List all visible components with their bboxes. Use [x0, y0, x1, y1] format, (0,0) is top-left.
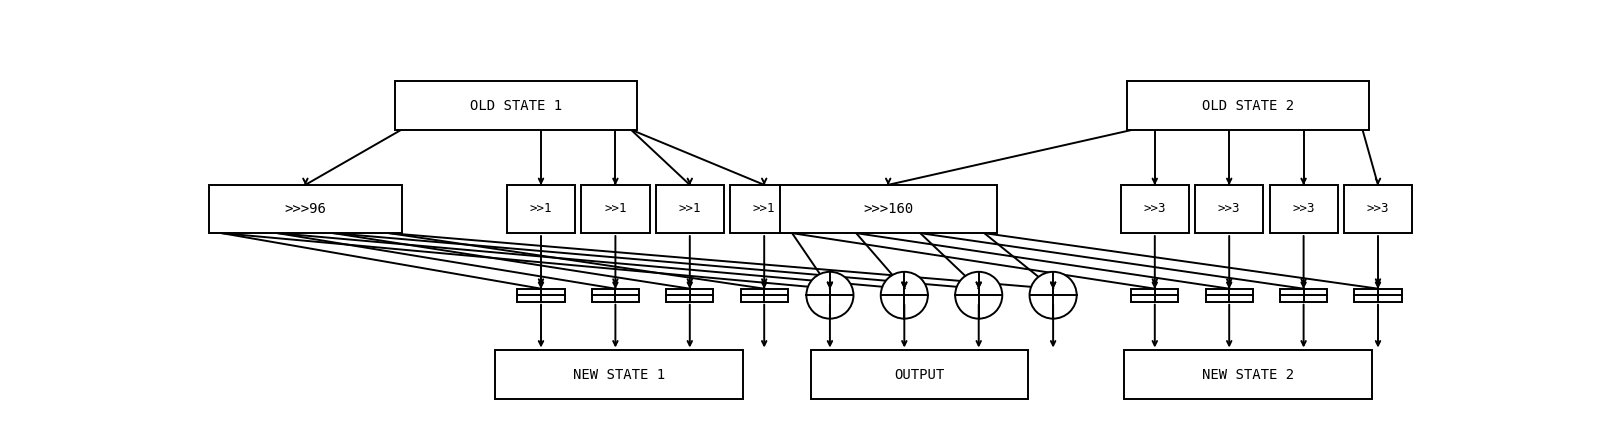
Text: >>>160: >>>160	[862, 202, 914, 216]
Ellipse shape	[1029, 272, 1077, 319]
Bar	[1269, 185, 1338, 233]
Bar	[1123, 350, 1371, 399]
Text: >>3: >>3	[1144, 202, 1166, 215]
Bar	[1344, 185, 1413, 233]
Text: >>1: >>1	[605, 202, 627, 215]
Text: >>1: >>1	[678, 202, 701, 215]
Bar	[1120, 185, 1189, 233]
Ellipse shape	[880, 272, 928, 319]
Bar	[666, 289, 714, 302]
Bar	[1131, 289, 1178, 302]
Text: >>1: >>1	[530, 202, 552, 215]
Text: OLD STATE 2: OLD STATE 2	[1202, 99, 1294, 112]
Text: >>3: >>3	[1293, 202, 1315, 215]
Bar	[517, 289, 565, 302]
Bar	[1280, 289, 1326, 302]
Bar	[507, 185, 574, 233]
Bar	[1206, 289, 1253, 302]
Text: >>>96: >>>96	[285, 202, 326, 216]
Bar	[811, 350, 1027, 399]
Text: OUTPUT: OUTPUT	[894, 367, 944, 382]
Bar	[494, 350, 742, 399]
Text: >>3: >>3	[1366, 202, 1389, 215]
Text: OLD STATE 1: OLD STATE 1	[470, 99, 562, 112]
Text: >>3: >>3	[1218, 202, 1240, 215]
Bar	[210, 185, 402, 233]
Text: NEW STATE 2: NEW STATE 2	[1202, 367, 1294, 382]
Ellipse shape	[955, 272, 1002, 319]
Bar	[730, 185, 798, 233]
Text: >>1: >>1	[754, 202, 776, 215]
Bar	[1195, 185, 1264, 233]
Bar	[592, 289, 638, 302]
Ellipse shape	[806, 272, 853, 319]
Bar	[741, 289, 787, 302]
Bar	[656, 185, 723, 233]
Bar	[581, 185, 650, 233]
Bar	[1355, 289, 1402, 302]
Bar	[779, 185, 997, 233]
Bar	[395, 82, 637, 129]
Text: NEW STATE 1: NEW STATE 1	[573, 367, 666, 382]
Bar	[1126, 82, 1368, 129]
